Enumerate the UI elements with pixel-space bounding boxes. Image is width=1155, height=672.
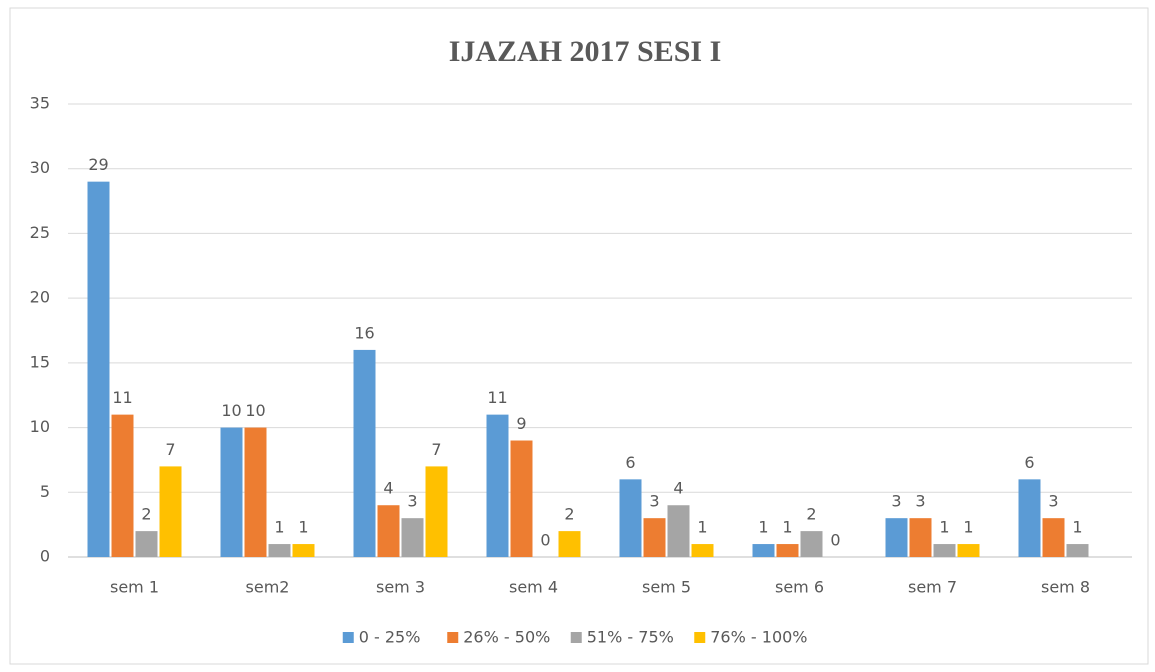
data-label: 2: [806, 505, 816, 524]
bar: [909, 518, 932, 557]
data-label: 6: [625, 453, 635, 472]
data-label: 11: [112, 388, 132, 407]
data-label: 1: [963, 518, 973, 537]
data-label: 10: [245, 401, 265, 420]
data-label: 1: [782, 518, 792, 537]
data-label: 11: [487, 388, 507, 407]
x-tick-label: sem 8: [1041, 578, 1090, 597]
bar: [510, 440, 533, 557]
bar: [87, 181, 110, 557]
data-label: 1: [1072, 518, 1082, 537]
bar: [643, 518, 666, 557]
data-label: 3: [915, 492, 925, 511]
x-tick-label: sem 4: [509, 578, 558, 597]
y-tick-label: 35: [30, 94, 50, 113]
y-tick-label: 15: [30, 352, 50, 371]
y-tick-label: 0: [40, 547, 50, 566]
bar: [558, 531, 581, 557]
data-label: 4: [383, 479, 393, 498]
legend-label: 76% - 100%: [710, 628, 807, 647]
data-label: 1: [697, 518, 707, 537]
bar: [776, 544, 799, 557]
bar: [377, 505, 400, 557]
bar: [752, 544, 775, 557]
data-label: 6: [1024, 453, 1034, 472]
data-label: 0: [830, 531, 840, 550]
bar: [425, 466, 448, 557]
data-label: 1: [298, 518, 308, 537]
bar: [885, 518, 908, 557]
data-label: 4: [673, 479, 683, 498]
legend-swatch: [447, 632, 459, 643]
y-tick-label: 20: [30, 288, 50, 307]
bar: [957, 544, 980, 557]
legend-swatch: [342, 632, 354, 643]
chart-frame: [9, 7, 1149, 665]
bar: [220, 427, 243, 557]
data-label: 3: [1048, 492, 1058, 511]
bar: [159, 466, 182, 557]
data-label: 3: [407, 492, 417, 511]
data-label: 10: [221, 401, 241, 420]
legend-label: 0 - 25%: [359, 628, 421, 647]
data-label: 1: [939, 518, 949, 537]
bar: [691, 544, 714, 557]
data-label: 2: [564, 505, 574, 524]
data-label: 3: [891, 492, 901, 511]
x-tick-label: sem 1: [110, 578, 159, 597]
data-label: 7: [431, 440, 441, 459]
x-tick-label: sem 6: [775, 578, 824, 597]
data-label: 1: [758, 518, 768, 537]
legend-label: 26% - 50%: [463, 628, 550, 647]
legend-label: 51% - 75%: [587, 628, 674, 647]
bar: [1042, 518, 1065, 557]
bar: [111, 414, 134, 557]
x-tick-label: sem2: [246, 578, 290, 597]
bar: [135, 531, 158, 557]
legend-swatch: [570, 632, 582, 643]
chart-title: IJAZAH 2017 SESI I: [449, 35, 722, 68]
data-label: 1: [274, 518, 284, 537]
x-tick-label: sem 7: [908, 578, 957, 597]
bar: [1018, 479, 1041, 557]
y-tick-label: 25: [30, 223, 50, 242]
bar: [292, 544, 315, 557]
data-label: 16: [354, 323, 374, 342]
y-tick-label: 10: [30, 417, 50, 436]
bar: [619, 479, 642, 557]
y-tick-label: 5: [40, 482, 50, 501]
bar: [401, 518, 424, 557]
data-label: 29: [88, 155, 108, 174]
bar: [244, 427, 267, 557]
x-tick-label: sem 3: [376, 578, 425, 597]
data-label: 0: [540, 531, 550, 550]
bar: [486, 414, 509, 557]
x-tick-label: sem 5: [642, 578, 691, 597]
bar: [1066, 544, 1089, 557]
bar: [800, 531, 823, 557]
data-label: 3: [649, 492, 659, 511]
data-label: 9: [516, 414, 526, 433]
y-tick-label: 30: [30, 158, 50, 177]
legend-swatch: [694, 632, 706, 643]
data-label: 7: [165, 440, 175, 459]
bar: [268, 544, 291, 557]
bar: [933, 544, 956, 557]
bar: [667, 505, 690, 557]
data-label: 2: [141, 505, 151, 524]
bar: [353, 349, 376, 557]
